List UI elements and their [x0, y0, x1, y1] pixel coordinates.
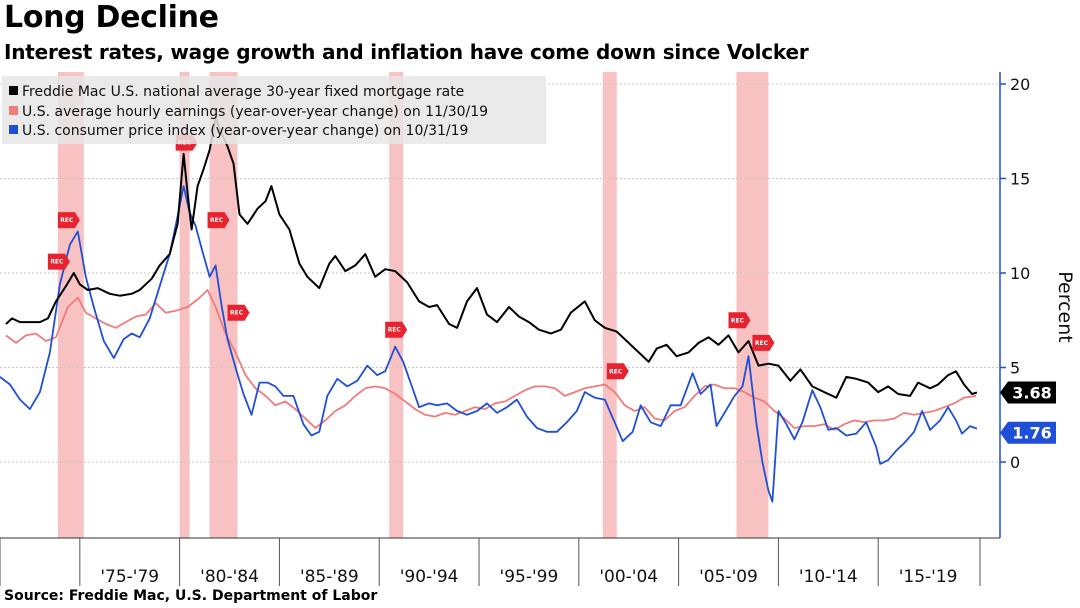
recession-band-3 — [389, 72, 404, 538]
end-value-label: 1.76 — [1012, 424, 1051, 443]
x-tick-label-0: '75-'79 — [100, 567, 159, 586]
y-tick-label-10: 10 — [1010, 264, 1030, 283]
x-tick-label-5: '00-'04 — [599, 567, 658, 586]
y-tick-label-15: 15 — [1010, 170, 1030, 189]
x-tick-label-3: '90-'94 — [400, 567, 459, 586]
end-value-flag-2: 1.76 — [1000, 421, 1056, 444]
chart-subtitle: Interest rates, wage growth and inflatio… — [4, 40, 809, 64]
recession-flag-1: REC — [57, 212, 80, 229]
recession-flag-shape — [385, 321, 408, 338]
y-axis-label: Percent — [1054, 271, 1076, 343]
recession-flag-shape — [752, 334, 775, 351]
legend-swatch-mortgage — [9, 86, 18, 95]
chart-title: Long Decline — [4, 0, 219, 35]
x-tick-label-1: '80-'84 — [200, 567, 259, 586]
recession-flag-8: REC — [752, 334, 775, 351]
recession-flag-5: REC — [385, 321, 408, 338]
legend: Freddie Mac U.S. national average 30-yea… — [2, 76, 546, 144]
recession-flag-label: REC — [60, 217, 74, 224]
source-note: Source: Freddie Mac, U.S. Department of … — [4, 588, 378, 604]
recession-flag-label: REC — [731, 317, 745, 324]
x-tick-label-6: '05-'09 — [699, 567, 758, 586]
x-tick-label-7: '10-'14 — [799, 567, 858, 586]
recession-flag-shape — [227, 304, 250, 321]
line-chart: RECRECRECRECRECRECRECRECREC '75-'79'80-'… — [0, 72, 1076, 586]
recession-band-5 — [736, 72, 769, 538]
end-value-flag-shape — [1000, 421, 1056, 444]
recession-flag-label: REC — [230, 310, 244, 317]
end-value-flag-0: 3.68 — [1000, 381, 1056, 404]
series-line-0 — [5, 117, 978, 399]
x-tick-label-2: '85-'89 — [300, 567, 359, 586]
series-lines — [0, 117, 978, 503]
y-tick-label-0: 0 — [1010, 453, 1020, 472]
x-tick-label-4: '95-'99 — [500, 567, 559, 586]
recession-band-4 — [602, 72, 617, 538]
recession-flag-6: REC — [606, 363, 629, 380]
end-value-label: 3.68 — [1012, 383, 1051, 402]
legend-background — [2, 76, 546, 144]
x-tick-label-8: '15-'19 — [899, 567, 958, 586]
recession-flag-shape — [728, 312, 751, 329]
recession-flag-label: REC — [755, 340, 769, 347]
legend-item-cpi: U.S. consumer price index (year-over-yea… — [22, 123, 468, 139]
recession-flag-label: REC — [210, 217, 224, 224]
recession-flag-shape — [207, 212, 230, 229]
y-tick-label-20: 20 — [1010, 75, 1030, 94]
recession-flag-shape — [47, 253, 70, 270]
recession-flag-0: REC — [47, 253, 70, 270]
end-value-flag-shape — [1000, 381, 1056, 404]
y-tick-label-5: 5 — [1010, 359, 1020, 378]
series-line-2 — [0, 185, 978, 503]
recession-flag-3: REC — [207, 212, 230, 229]
legend-item-mortgage: Freddie Mac U.S. national average 30-yea… — [22, 84, 464, 100]
recession-flag-shape — [57, 212, 80, 229]
recession-flag-label: REC — [388, 327, 402, 334]
recession-band-1 — [179, 72, 190, 538]
recession-flags: RECRECRECRECRECRECRECRECREC — [47, 134, 775, 380]
legend-item-earnings: U.S. average hourly earnings (year-over-… — [22, 104, 488, 120]
legend-swatch-cpi — [9, 125, 18, 134]
recession-flag-shape — [606, 363, 629, 380]
legend-swatch-earnings — [9, 106, 18, 115]
axes: '75-'79 '80-'84 '85-'89 '90-'94 '95-'99 '00-'… — [0, 72, 1056, 586]
recession-flag-7: REC — [728, 312, 751, 329]
recession-flag-label: REC — [50, 259, 64, 266]
recession-bands — [57, 72, 769, 538]
recession-flag-label: REC — [609, 368, 623, 375]
recession-flag-4: REC — [227, 304, 250, 321]
